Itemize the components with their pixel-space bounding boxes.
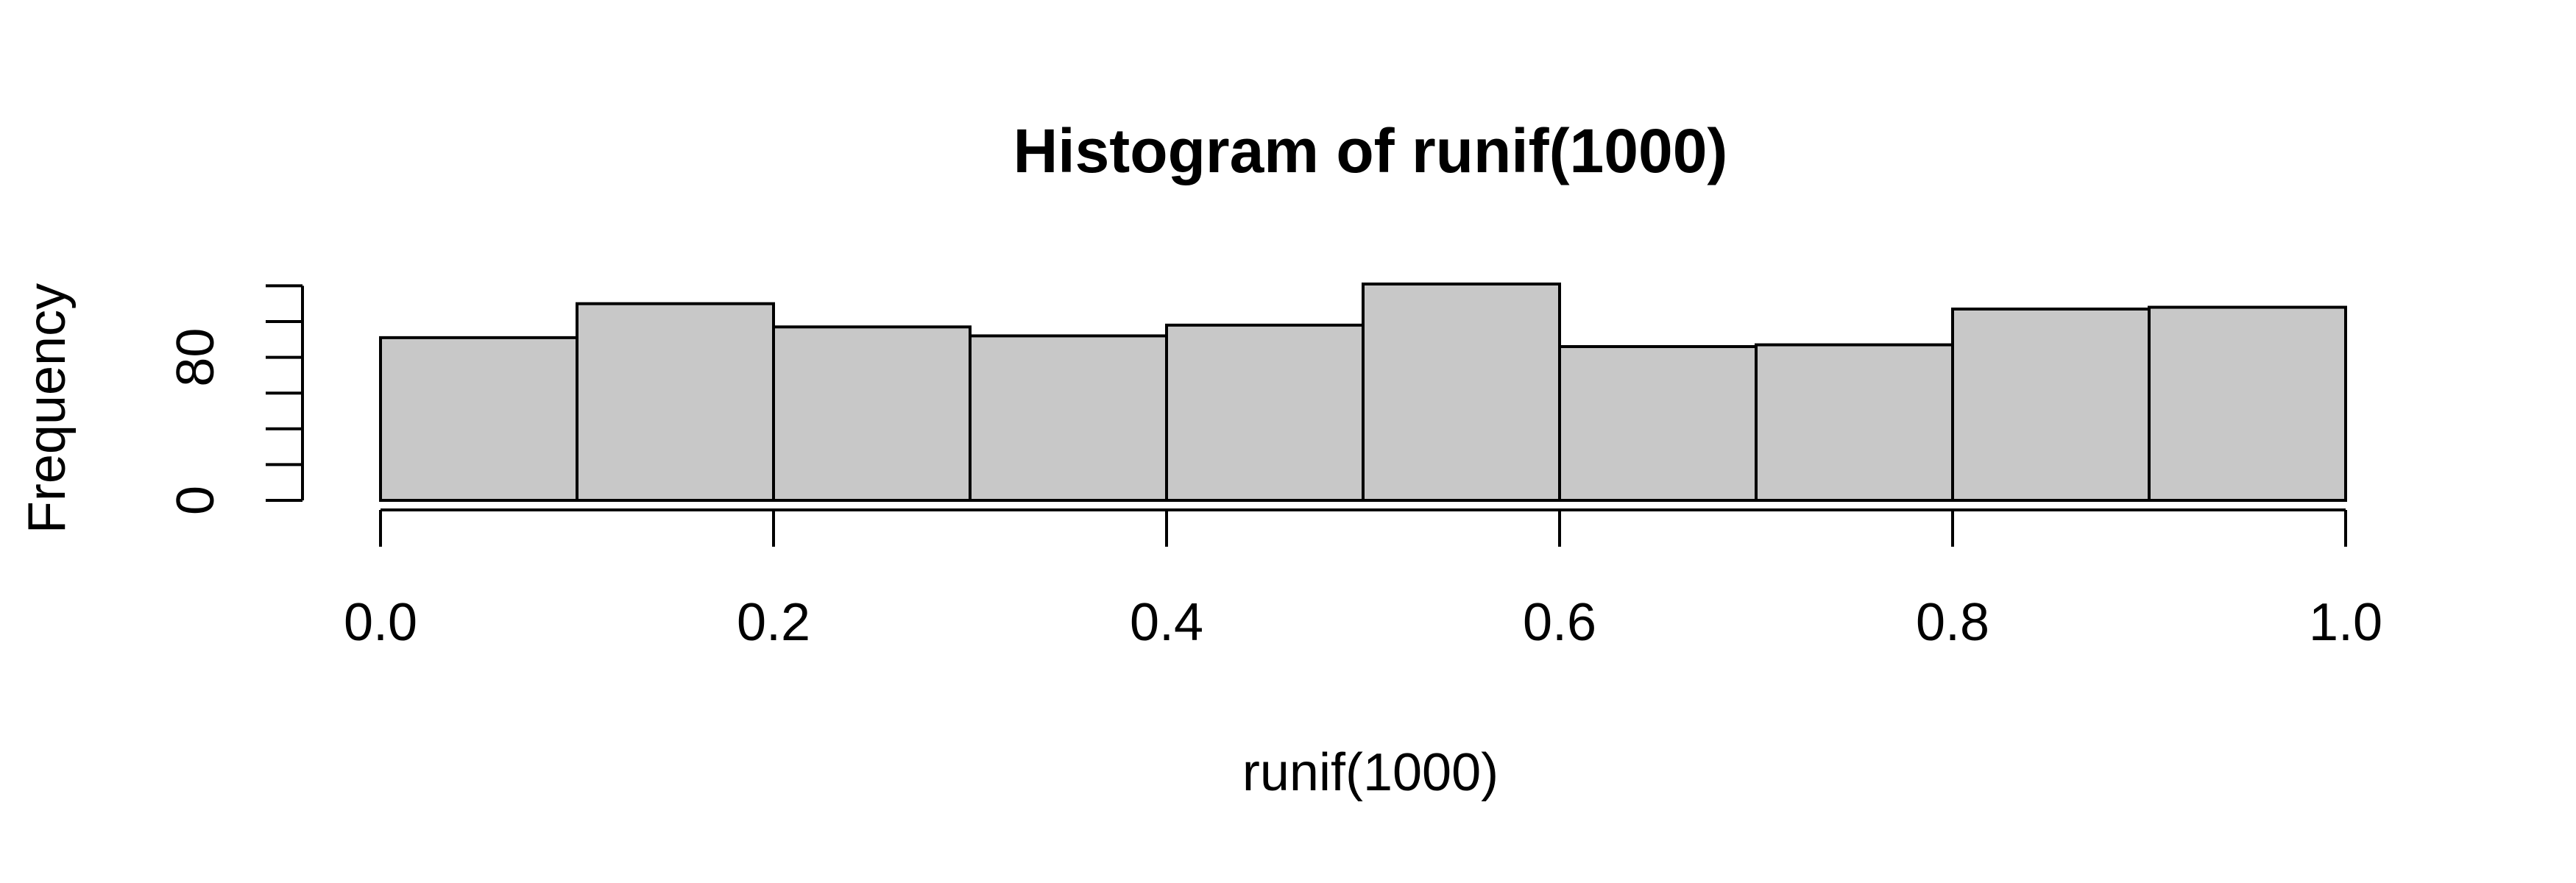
y-ticks: 0 80 [166,284,302,515]
histogram-bar-3 [969,334,1168,502]
histogram-bar-9 [2148,305,2347,502]
histogram-bar-2 [772,325,972,503]
bars-group [379,282,2347,503]
chart-title: Histogram of runif(1000) [1013,116,1728,185]
x-tick-label: 0.0 [344,593,417,652]
histogram-bar-6 [1558,345,1758,502]
histogram-bar-1 [576,302,775,502]
y-tick-label: 80 [166,328,225,387]
histogram-bar-5 [1362,282,1561,502]
x-tick-label: 0.2 [737,593,810,652]
y-axis: 0 80 [166,284,304,515]
x-ticks: 0.0 0.2 0.4 0.6 0.8 1.0 [344,510,2382,652]
x-axis-label: runif(1000) [1242,743,1498,802]
histogram-bar-4 [1165,323,1365,502]
histogram-bar-7 [1755,343,1954,502]
histogram-bar-8 [1951,307,2151,502]
x-tick-label: 0.6 [1523,593,1596,652]
y-axis-label: Frequency [18,283,77,533]
x-tick-label: 1.0 [2309,593,2382,652]
x-axis: 0.0 0.2 0.4 0.6 0.8 1.0 [344,508,2382,652]
histogram-bar-0 [379,336,578,502]
x-tick-label: 0.8 [1916,593,1989,652]
x-tick-label: 0.4 [1130,593,1203,652]
y-tick-label: 0 [166,486,225,515]
